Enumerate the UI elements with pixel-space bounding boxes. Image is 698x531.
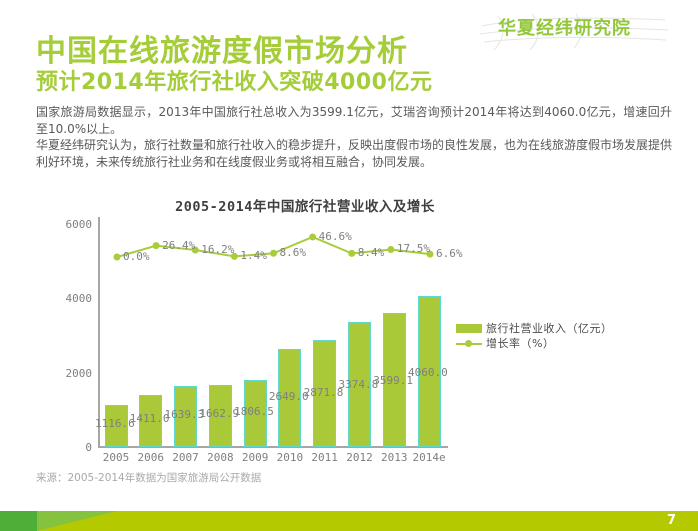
bar-2007 xyxy=(174,386,198,447)
x-axis-line xyxy=(98,446,448,448)
line-value-label: 16.2% xyxy=(201,243,235,257)
bar-value-label: 1806.5 xyxy=(234,404,274,418)
page-number: 7 xyxy=(666,513,676,528)
bar-2009 xyxy=(243,379,267,447)
bar-2008 xyxy=(208,385,232,447)
x-axis-label: 2006 xyxy=(137,451,165,464)
footer-wedge-decoration xyxy=(37,511,117,531)
y-axis-tick: 6000 xyxy=(65,218,93,231)
line-value-label: 8.6% xyxy=(279,246,307,260)
x-axis-label: 2011 xyxy=(311,451,338,464)
footer-dark-block xyxy=(0,511,37,531)
bar-value-label: 4060.0 xyxy=(408,365,448,379)
y-axis-tick: 2000 xyxy=(65,366,93,380)
legend-label-revenue: 旅行社营业收入（亿元） xyxy=(486,322,613,335)
chart-title: 2005-2014年中国旅行社营业收入及增长 xyxy=(175,199,435,215)
x-axis-label: 2010 xyxy=(276,451,304,464)
line-point xyxy=(152,242,160,250)
bar-value-label: 1411.0 xyxy=(129,411,170,425)
bar-value-label: 1116.6 xyxy=(95,416,135,430)
line-value-label: 6.6% xyxy=(436,247,463,261)
x-axis-label: 2014e xyxy=(412,451,446,464)
line-point xyxy=(270,249,277,257)
bar-value-label: 1639.3 xyxy=(164,407,205,421)
x-axis-label: 2012 xyxy=(346,451,373,464)
line-value-label: 26.4% xyxy=(162,238,196,252)
x-axis-label: 2005 xyxy=(102,451,130,464)
bar-2011 xyxy=(313,340,337,447)
bar-value-label: 3374.8 xyxy=(338,377,379,391)
bar-value-label: 3599.1 xyxy=(373,373,413,387)
line-value-label: 0.0% xyxy=(123,250,150,263)
analysis-paragraph-2: 华夏经纬研究认为，旅行社数量和旅行社收入的稳步提升，反映出度假市场的良性发展，也… xyxy=(36,138,673,169)
bar-value-label: 2649.0 xyxy=(268,390,309,404)
line-value-label: 17.5% xyxy=(396,242,430,256)
legend-item-revenue: 旅行社营业收入（亿元） xyxy=(456,321,613,335)
brand-logo: 华夏经纬研究院 xyxy=(480,10,670,52)
x-axis-label: 2008 xyxy=(207,451,234,464)
line-value-label: 8.4% xyxy=(357,246,385,260)
line-point xyxy=(309,233,317,241)
legend-bar-swatch-icon xyxy=(456,323,482,333)
bar-2006 xyxy=(139,394,163,447)
line-point xyxy=(113,253,121,261)
x-axis-label: 2007 xyxy=(172,451,199,464)
bar-value-label: 1662.9 xyxy=(199,407,240,421)
page-subtitle: 预计2014年旅行社收入突破4000亿元 xyxy=(36,70,433,95)
line-value-label: 46.6% xyxy=(318,229,352,243)
y-axis-tick: 4000 xyxy=(65,292,93,306)
line-point xyxy=(348,249,356,257)
bar-2014e xyxy=(417,296,441,447)
line-value-label: 1.4% xyxy=(240,249,267,263)
x-axis-label: 2009 xyxy=(241,451,269,464)
page-title: 中国在线旅游度假市场分析 xyxy=(36,34,408,69)
bar-2005 xyxy=(104,405,128,447)
bar-value-label: 2871.8 xyxy=(303,386,344,400)
source-note: 来源：2005-2014年数据为国家旅游局公开数据 xyxy=(36,472,262,484)
bar-2012 xyxy=(347,321,371,447)
legend-line-swatch-icon xyxy=(456,339,482,348)
bar-2013 xyxy=(382,313,406,447)
globe-mesh-icon xyxy=(480,13,669,51)
legend-item-growth: 增长率（%） xyxy=(456,336,613,350)
brand-logo-text: 华夏经纬研究院 xyxy=(498,18,631,39)
footer-bar: 7 xyxy=(0,511,698,531)
y-axis-tick: 0 xyxy=(85,441,92,454)
chart-legend: 旅行社营业收入（亿元） 增长率（%） xyxy=(456,321,613,351)
line-point xyxy=(387,245,395,253)
bar-2010 xyxy=(278,348,302,447)
x-axis-label: 2013 xyxy=(380,451,408,464)
revenue-growth-combo-chart: 2005-2014年中国旅行社营业收入及增长 旅行社营业收入（亿元） 增长率（%… xyxy=(60,190,690,468)
legend-label-growth: 增长率（%） xyxy=(486,337,555,350)
analysis-paragraph-1: 国家旅游局数据显示，2013年中国旅行社总收入为3599.1亿元，艾瑞咨询预计2… xyxy=(36,105,672,136)
y-axis-line xyxy=(98,217,100,448)
